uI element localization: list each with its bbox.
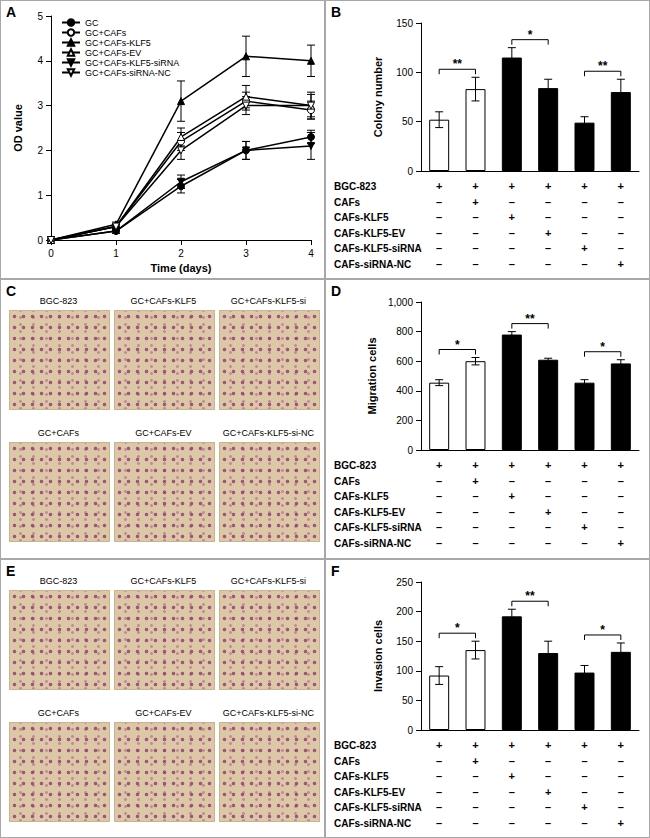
html-text:GC+CAFs-EV: GC+CAFs-EV [135,708,192,718]
html-text:GC+CAFs-KLF5-si-NC: GC+CAFs-KLF5-si-NC [222,708,315,718]
svg-text:2: 2 [37,145,43,156]
svg-text:*: * [600,623,605,637]
svg-text:400: 400 [396,385,413,396]
html-text:CAFs-KLF5: CAFs-KLF5 [334,212,389,223]
svg-text:5: 5 [37,11,43,22]
html-text:GC+CAFs: GC+CAFs [37,428,80,438]
html-text:GC+CAFs-KLF5: GC+CAFs-KLF5 [130,576,197,586]
html-text:CAFs-KLF5-EV: CAFs-KLF5-EV [334,786,406,798]
html-text:C: C [6,283,17,299]
html-text:CAFs: CAFs [334,475,361,487]
html-text:CAFs-KLF5-siRNA: CAFs-KLF5-siRNA [334,802,422,813]
html-text:BGC-823: BGC-823 [39,296,78,306]
svg-text:0: 0 [407,445,413,456]
svg-text:600: 600 [396,356,413,367]
svg-text:4: 4 [308,248,314,259]
svg-text:*: * [600,340,605,354]
html-text:GC+CAFs-KLF5-si: GC+CAFs-KLF5-si [230,296,307,306]
html-text:GC+CAFs-KLF5-si: GC+CAFs-KLF5-si [230,576,307,586]
svg-text:Migration cells: Migration cells [366,337,378,414]
svg-text:GC+CAFs-KLF5: GC+CAFs-KLF5 [85,38,151,48]
html-text:GC+CAFs: GC+CAFs [37,708,80,718]
svg-text:Colony number: Colony number [372,56,384,137]
html-text:A: A [6,4,17,20]
svg-text:4: 4 [37,55,43,66]
svg-text:150: 150 [396,18,413,29]
html-text:CAFs-KLF5-siRNA: CAFs-KLF5-siRNA [334,243,422,254]
svg-text:**: ** [525,312,535,326]
svg-text:1,000: 1,000 [388,297,413,308]
svg-text:GC+CAFs: GC+CAFs [85,28,127,38]
html-text:CAFs-siRNA-NC: CAFs-siRNA-NC [334,537,412,549]
html-text:E: E [6,563,16,579]
svg-text:**: ** [453,57,463,71]
svg-text:**: ** [598,59,608,73]
svg-text:Invasion cells: Invasion cells [372,620,384,692]
svg-text:1: 1 [37,190,43,201]
html-text:BGC-823: BGC-823 [334,181,377,192]
svg-text:0: 0 [48,248,54,259]
svg-text:200: 200 [396,415,413,426]
html-text:BGC-823: BGC-823 [334,460,377,471]
svg-text:2: 2 [178,248,184,259]
html-text:CAFs-siRNA-NC: CAFs-siRNA-NC [334,817,412,829]
html-text:CAFs: CAFs [334,196,361,208]
html-text:CAFs: CAFs [334,755,361,767]
svg-text:100: 100 [396,665,413,676]
html-text:CAFs-KLF5-EV: CAFs-KLF5-EV [334,506,406,518]
svg-text:*: * [455,338,460,352]
svg-text:*: * [528,28,533,42]
html-text:D: D [331,283,342,299]
svg-text:GC: GC [85,18,99,28]
svg-text:3: 3 [243,248,249,259]
html-text:GC+CAFs-EV: GC+CAFs-EV [135,428,192,438]
svg-text:GC+CAFs-EV: GC+CAFs-EV [85,48,141,58]
html-text:F: F [331,563,340,579]
svg-text:800: 800 [396,326,413,337]
svg-text:GC+CAFs-siRNA-NC: GC+CAFs-siRNA-NC [85,68,171,78]
svg-text:50: 50 [402,116,414,127]
svg-text:200: 200 [396,606,413,617]
html-text:CAFs-KLF5: CAFs-KLF5 [334,771,389,782]
svg-text:50: 50 [402,695,414,706]
svg-text:3: 3 [37,100,43,111]
html-text:CAFs-siRNA-NC: CAFs-siRNA-NC [334,258,412,270]
svg-text:150: 150 [396,636,413,647]
svg-text:**: ** [525,589,535,603]
svg-text:1: 1 [113,248,119,259]
svg-text:250: 250 [396,577,413,588]
html-text:BGC-823: BGC-823 [334,740,377,751]
html-text:GC+CAFs-KLF5-si-NC: GC+CAFs-KLF5-si-NC [222,428,315,438]
html-text:BGC-823: BGC-823 [39,576,78,586]
svg-text:GC+CAFs-KLF5-siRNA: GC+CAFs-KLF5-siRNA [85,58,179,68]
html-text:CAFs-KLF5: CAFs-KLF5 [334,491,389,502]
svg-text:Time (days): Time (days) [151,262,212,274]
html-text:CAFs-KLF5-EV: CAFs-KLF5-EV [334,227,406,239]
html-text:CAFs-KLF5-siRNA: CAFs-KLF5-siRNA [334,522,422,533]
svg-text:0: 0 [407,725,413,736]
svg-text:100: 100 [396,67,413,78]
html-text:GC+CAFs-KLF5: GC+CAFs-KLF5 [130,296,197,306]
svg-text:*: * [455,621,460,635]
svg-text:OD value: OD value [12,104,24,152]
html-text:B: B [331,4,342,20]
svg-text:0: 0 [37,235,43,246]
svg-text:0: 0 [407,166,413,177]
